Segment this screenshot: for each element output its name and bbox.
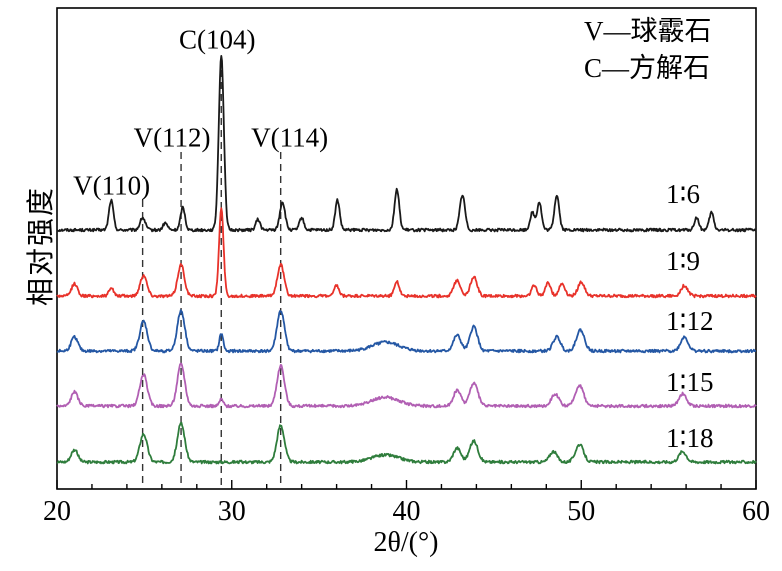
x-tick-label: 30 (217, 496, 246, 527)
x-tick-label: 50 (567, 496, 596, 527)
series-label: 1∶9 (666, 246, 701, 276)
series-label: 1∶6 (666, 179, 701, 209)
x-tick-label: 40 (392, 496, 421, 527)
peak-annotation-C(104): C(104) (179, 24, 256, 55)
series-line-1∶12 (56, 309, 757, 354)
series-line-1∶18 (56, 421, 757, 465)
series-label: 1∶12 (666, 306, 714, 336)
peak-annotation-V(110): V(110) (73, 170, 151, 201)
legend-entry: V—球霰石 (584, 16, 712, 46)
x-tick-label: 60 (742, 496, 770, 527)
peak-annotation-V(114): V(114) (251, 122, 329, 153)
peak-annotation-V(112): V(112) (133, 122, 211, 153)
x-axis-label: 2θ/(°) (373, 527, 439, 558)
legend-entry: C—方解石 (584, 53, 711, 83)
y-axis-label: 相对强度 (26, 186, 57, 307)
series-line-1∶15 (56, 362, 757, 409)
x-tick-label: 20 (43, 496, 71, 527)
series-line-1∶9 (56, 207, 757, 299)
series-label: 1∶15 (666, 367, 714, 397)
series-line-1∶6 (56, 55, 757, 233)
series-label: 1∶18 (666, 423, 714, 453)
